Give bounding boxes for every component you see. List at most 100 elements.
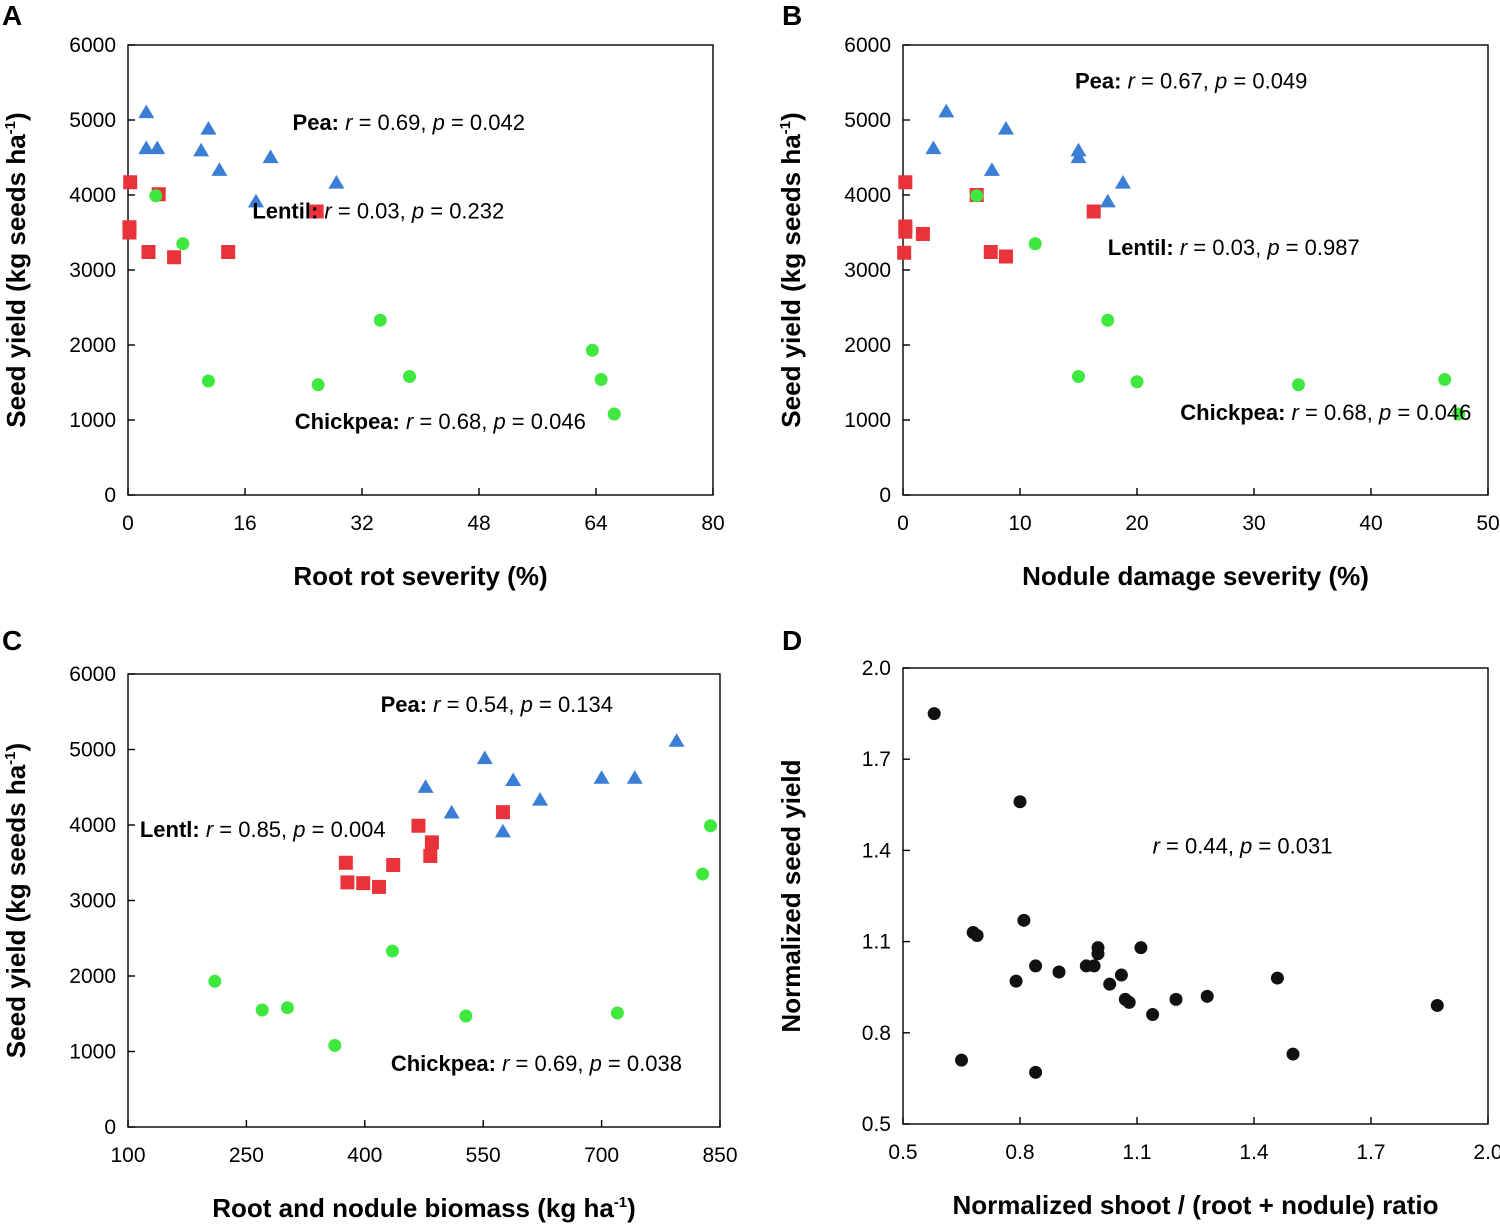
chickpea-point xyxy=(610,1006,624,1020)
lentil-point xyxy=(356,876,371,891)
chickpea-point xyxy=(403,370,417,383)
y-tick-label: 5000 xyxy=(844,109,891,132)
chickpea-point xyxy=(255,1003,269,1017)
chickpea-point xyxy=(149,189,163,203)
x-tick-label: 2.0 xyxy=(1473,1141,1500,1164)
pea-point xyxy=(138,140,155,155)
series-pea xyxy=(925,103,1131,208)
series-chickpea xyxy=(149,189,621,421)
y-tick-label: 1000 xyxy=(844,409,891,432)
chickpea-point xyxy=(1291,378,1305,392)
chickpea-point xyxy=(459,1009,473,1023)
lentil-point xyxy=(915,227,930,241)
pea-point xyxy=(925,140,942,155)
panel-a: A 0 1000 2000 3000 4000 5000 6000 0 16 32 48 64 80 Roo… xyxy=(1,0,725,591)
x-tick-label: 0 xyxy=(897,512,909,535)
x-tick-label: 0 xyxy=(122,512,134,535)
chickpea-point xyxy=(201,374,215,388)
lentil-point xyxy=(338,855,353,870)
normalized-point xyxy=(927,707,941,721)
series-lentil xyxy=(338,805,510,894)
pea-point xyxy=(997,121,1014,135)
panel-b: B 0 1000 2000 3000 4000 5000 6000 0 10 20 30 40 50 Nod… xyxy=(776,0,1500,591)
normalized-point xyxy=(1286,1047,1300,1061)
x-tick-label: 30 xyxy=(1242,512,1265,535)
y-tick-label: 2000 xyxy=(844,334,891,357)
pea-point xyxy=(593,770,610,784)
chickpea-point xyxy=(1028,237,1042,251)
correlation-annotation: Chickpea: r = 0.68, p = 0.046 xyxy=(295,409,586,434)
lentil-point xyxy=(897,245,912,260)
lentil-point xyxy=(372,879,387,894)
x-tick-label: 550 xyxy=(466,1144,501,1167)
chickpea-point xyxy=(585,343,599,357)
normalized-point xyxy=(1029,959,1043,973)
correlation-annotation: r = 0.44, p = 0.031 xyxy=(1153,833,1333,858)
x-tick-label: 32 xyxy=(350,512,373,535)
y-tick-label: 4000 xyxy=(844,184,891,207)
correlation-annotation: Lentil: r = 0.03, p = 0.987 xyxy=(1108,235,1360,260)
pea-point xyxy=(1114,175,1131,189)
lentil-point xyxy=(386,858,401,873)
x-axis-label: Root rot severity (%) xyxy=(293,561,547,591)
normalized-point xyxy=(1270,971,1284,985)
x-tick-label: 20 xyxy=(1125,512,1148,535)
pea-point xyxy=(668,733,685,747)
lentil-point xyxy=(983,245,998,259)
x-tick-label: 1.1 xyxy=(1122,1141,1151,1164)
correlation-annotation: Pea: r = 0.69, p = 0.042 xyxy=(293,110,525,135)
pea-point xyxy=(193,142,210,157)
normalized-point xyxy=(1430,998,1444,1012)
pea-point xyxy=(200,121,217,135)
lentil-point xyxy=(167,250,182,265)
lentil-point xyxy=(123,175,138,190)
lentil-point xyxy=(495,805,510,820)
correlation-annotation: Pea: r = 0.67, p = 0.049 xyxy=(1075,69,1307,94)
panel-letter: B xyxy=(782,0,802,31)
pea-point xyxy=(247,193,264,208)
correlation-annotation: Pea: r = 0.54, p = 0.134 xyxy=(381,692,613,717)
y-tick-label: 1000 xyxy=(69,1041,116,1064)
y-axis-label: Seed yield (kg seeds ha-1) xyxy=(1,743,31,1058)
y-tick-label: 1.7 xyxy=(862,748,891,771)
lentil-point xyxy=(309,204,324,219)
lentil-point xyxy=(998,249,1013,264)
y-tick-label: 2.0 xyxy=(862,657,891,680)
x-tick-label: 40 xyxy=(1359,512,1382,535)
normalized-point xyxy=(1017,913,1031,927)
y-tick-label: 0 xyxy=(104,484,116,507)
x-tick-label: 64 xyxy=(584,512,608,535)
y-axis-label: Normalized seed yield xyxy=(776,759,806,1032)
pea-point xyxy=(505,772,522,787)
y-tick-label: 5000 xyxy=(69,739,116,762)
x-tick-label: 48 xyxy=(467,512,490,535)
chickpea-point xyxy=(607,407,621,421)
pea-point xyxy=(443,804,460,819)
lentil-point xyxy=(340,875,355,890)
y-tick-label: 6000 xyxy=(844,34,891,57)
x-tick-label: 1.7 xyxy=(1356,1141,1385,1164)
pea-point xyxy=(626,770,643,784)
x-tick-label: 850 xyxy=(702,1144,737,1167)
chickpea-point xyxy=(1072,370,1085,383)
chickpea-point xyxy=(970,189,984,203)
normalized-point xyxy=(1200,989,1214,1003)
y-tick-label: 1.1 xyxy=(862,931,891,954)
series-normalized xyxy=(927,707,1444,1079)
y-axis-label: Seed yield (kg seeds ha-1) xyxy=(776,112,806,427)
chickpea-point xyxy=(594,373,608,386)
lentil-point xyxy=(1086,204,1101,219)
chickpea-point xyxy=(208,974,222,988)
pea-point xyxy=(328,175,345,189)
pea-point xyxy=(494,823,511,838)
normalized-point xyxy=(1146,1008,1160,1022)
x-tick-label: 0.5 xyxy=(888,1141,917,1164)
y-tick-label: 2000 xyxy=(69,334,116,357)
x-axis-label: Normalized shoot / (root + nodule) ratio xyxy=(952,1190,1438,1220)
normalized-point xyxy=(1103,977,1117,991)
normalized-point xyxy=(1013,795,1027,809)
y-tick-label: 3000 xyxy=(844,259,891,282)
correlation-annotation: Lentil: r = 0.03, p = 0.232 xyxy=(252,198,504,223)
normalized-point xyxy=(1009,974,1023,988)
pea-point xyxy=(532,792,549,806)
